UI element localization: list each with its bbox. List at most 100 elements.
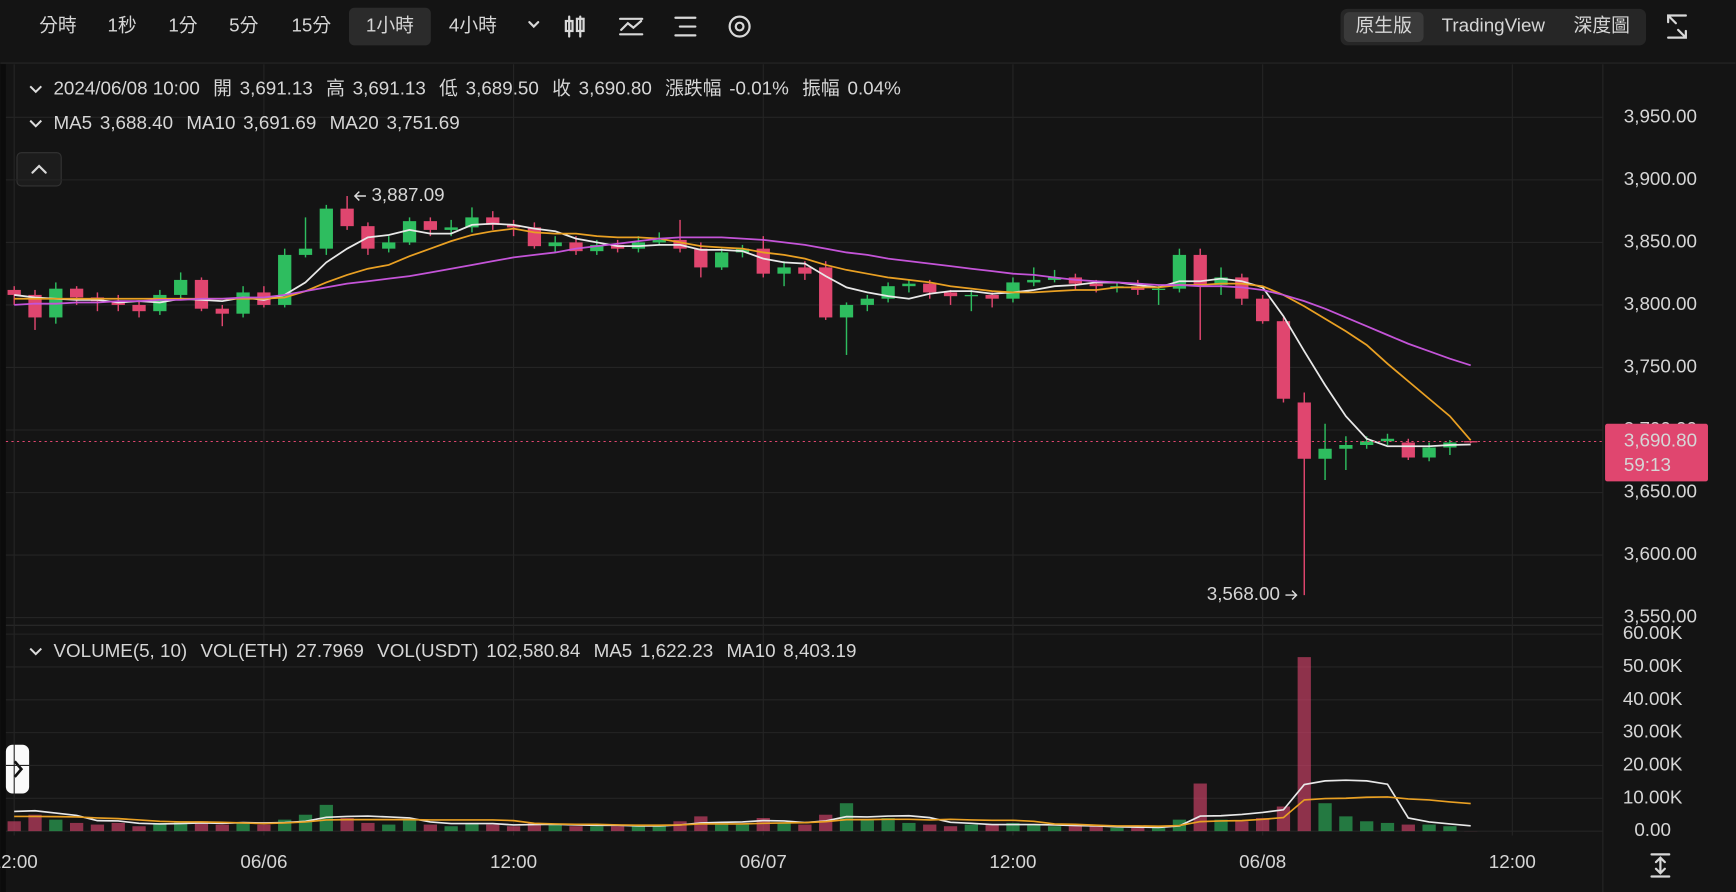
toolbar-icons[interactable] bbox=[528, 14, 1687, 39]
volume-bar bbox=[28, 814, 42, 832]
scale-icon[interactable] bbox=[1650, 853, 1671, 878]
volume-bar bbox=[1256, 818, 1270, 832]
volume-bar bbox=[1443, 826, 1457, 832]
volume-bar bbox=[194, 821, 209, 832]
candle-body bbox=[1214, 277, 1228, 285]
expand-panel-button[interactable] bbox=[5, 744, 30, 794]
expand-icon bbox=[13, 760, 24, 778]
volume-bar bbox=[340, 818, 354, 832]
x-tick-label: 12:00 bbox=[490, 851, 537, 872]
vol-ma-line bbox=[14, 796, 1471, 828]
candle-body bbox=[382, 242, 396, 249]
legend-text: 振幅 bbox=[802, 78, 840, 99]
volume-bar bbox=[777, 822, 791, 832]
volume-bar bbox=[735, 824, 750, 832]
volume-bar bbox=[631, 826, 646, 832]
volume-bar bbox=[569, 826, 583, 832]
legend-text: 3,691.13 bbox=[240, 78, 313, 99]
interval-tab[interactable]: 1分 bbox=[168, 15, 197, 36]
candle-body bbox=[1339, 445, 1353, 449]
candle-body bbox=[298, 248, 313, 255]
volume-bar bbox=[798, 824, 812, 832]
annotation-label: 3,568.00 bbox=[1207, 583, 1280, 604]
candle-body bbox=[527, 227, 542, 247]
volume-bar bbox=[548, 824, 562, 832]
interval-tab[interactable]: 5分 bbox=[229, 15, 258, 36]
volume-bar bbox=[881, 818, 895, 832]
indicator-icon[interactable] bbox=[618, 17, 644, 36]
volume-bar bbox=[860, 819, 874, 832]
volume-bar bbox=[1047, 826, 1062, 832]
legend-text: 1,622.23 bbox=[640, 640, 713, 661]
y-tick-label: 3,850.00 bbox=[1624, 230, 1697, 251]
legend-text: 高 bbox=[326, 78, 345, 99]
volume-bar bbox=[1276, 806, 1291, 832]
volume-bar bbox=[652, 824, 666, 832]
ma-line bbox=[14, 236, 1471, 367]
candle-body bbox=[923, 283, 937, 293]
view-tab[interactable]: TradingView bbox=[1442, 15, 1546, 36]
candle-body bbox=[1193, 254, 1207, 285]
candle-body bbox=[1027, 279, 1041, 283]
candle-body bbox=[1318, 448, 1332, 459]
candle-body bbox=[798, 267, 812, 274]
candle-body bbox=[548, 242, 562, 247]
volume-bar bbox=[1027, 824, 1041, 832]
left-edge bbox=[0, 64, 6, 892]
candle-body bbox=[777, 267, 791, 274]
more-intervals[interactable] bbox=[528, 21, 540, 29]
vol-tick-label: 30.00K bbox=[1623, 721, 1683, 742]
interval-tab[interactable]: 4小時 bbox=[449, 15, 497, 36]
candle-body bbox=[1297, 402, 1311, 459]
interval-tab[interactable]: 15分 bbox=[291, 15, 331, 36]
volume-bar bbox=[985, 824, 999, 832]
candle-body bbox=[1464, 441, 1478, 443]
view-tab[interactable]: 原生版 bbox=[1356, 15, 1413, 36]
volume-bar bbox=[402, 819, 417, 832]
fullscreen-icon[interactable] bbox=[1667, 14, 1687, 39]
volume-bar bbox=[382, 824, 396, 832]
volume-bar bbox=[7, 821, 21, 832]
legend-text: MA5 bbox=[594, 640, 633, 661]
vol-tick-label: 50.00K bbox=[1623, 655, 1683, 676]
interval-tab[interactable]: 1小時 bbox=[366, 15, 414, 36]
candle-body bbox=[1276, 321, 1291, 399]
y-tick-label: 3,600.00 bbox=[1624, 543, 1697, 564]
candle-body bbox=[506, 224, 521, 228]
x-tick-label: 06/06 bbox=[240, 851, 287, 872]
volume-bar bbox=[1151, 827, 1166, 832]
volume-bar bbox=[174, 821, 188, 832]
y-tick-label: 3,550.00 bbox=[1624, 606, 1697, 627]
active-interval-bg bbox=[348, 7, 431, 46]
settings-icon[interactable] bbox=[728, 15, 751, 38]
volume-bar bbox=[590, 826, 604, 832]
volume-bar bbox=[236, 822, 250, 832]
candle-icon[interactable] bbox=[564, 15, 585, 38]
view-tab[interactable]: 深度圖 bbox=[1574, 15, 1630, 36]
candle-body bbox=[694, 248, 708, 268]
volume-bar bbox=[298, 814, 313, 832]
y-tick-label: 3,650.00 bbox=[1624, 480, 1697, 501]
annotation-arrow bbox=[353, 191, 366, 201]
volume-bar bbox=[1318, 803, 1332, 832]
candle-body bbox=[1047, 277, 1062, 280]
vol-tick-label: 40.00K bbox=[1623, 688, 1683, 709]
candle-body bbox=[444, 227, 458, 230]
collapse-button[interactable] bbox=[16, 152, 62, 187]
volume-bar bbox=[715, 822, 729, 832]
volume-bar bbox=[132, 826, 146, 832]
candle-body bbox=[1089, 283, 1103, 287]
volume-bar bbox=[819, 814, 833, 832]
layout-icon[interactable] bbox=[674, 16, 697, 37]
volume-bar bbox=[902, 822, 916, 832]
vol-tick-label: 10.00K bbox=[1623, 786, 1683, 807]
volume-bar bbox=[1006, 822, 1020, 832]
interval-tab[interactable]: 分時 bbox=[39, 15, 77, 36]
legend-text: VOL(ETH) bbox=[200, 640, 288, 661]
candle-body bbox=[943, 292, 958, 297]
legend-text: 3,691.69 bbox=[243, 112, 316, 133]
volume-bar bbox=[423, 824, 437, 832]
interval-tab[interactable]: 1秒 bbox=[107, 15, 136, 36]
